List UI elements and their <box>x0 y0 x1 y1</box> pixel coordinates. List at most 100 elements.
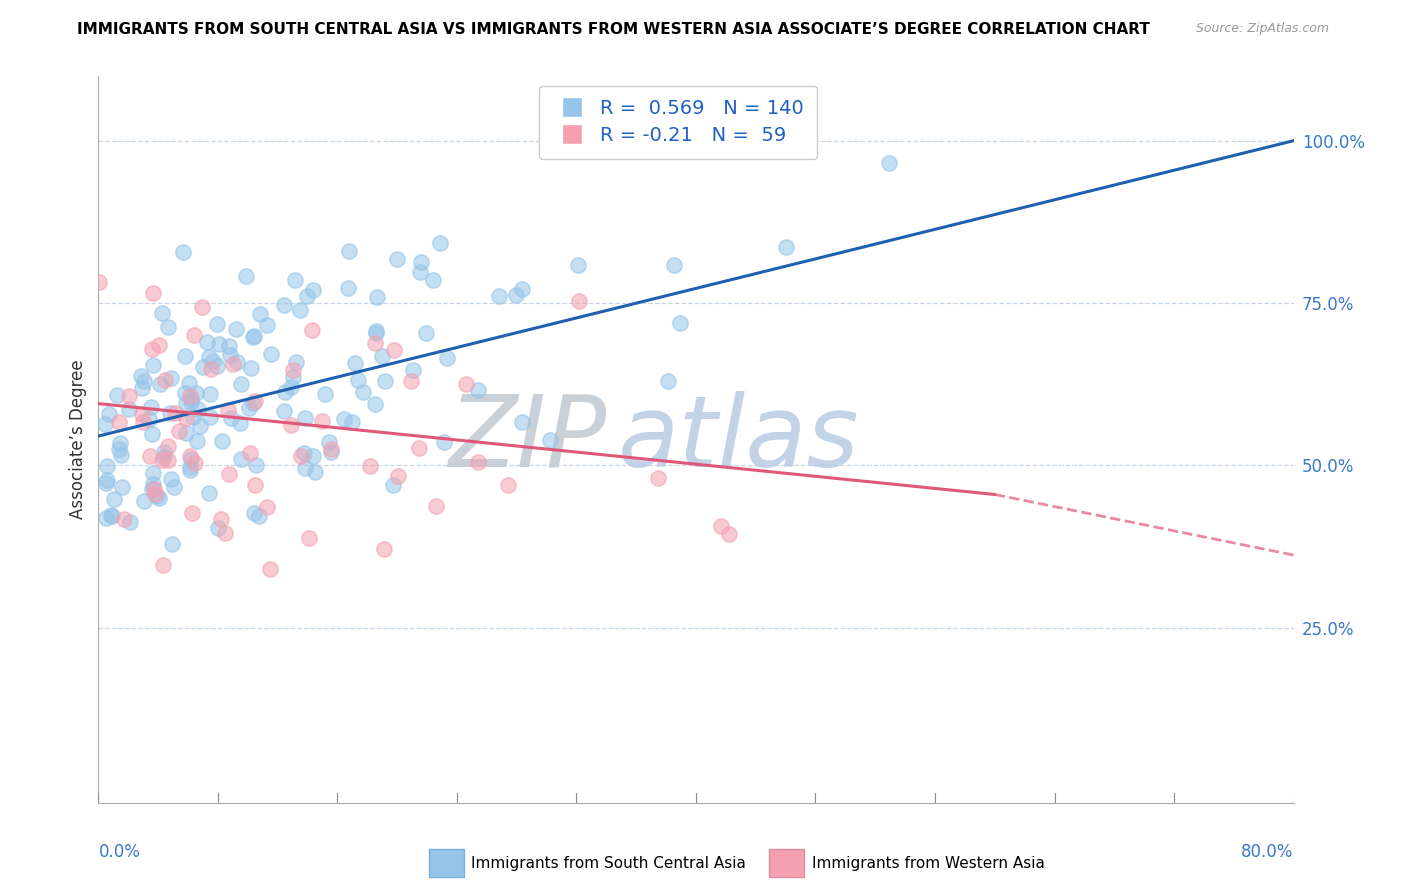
Point <box>183 456 205 470</box>
Point <box>488 289 510 303</box>
Point <box>568 294 591 309</box>
Point <box>401 375 423 389</box>
Point <box>319 445 342 459</box>
Point <box>294 446 316 460</box>
Point <box>311 414 333 428</box>
Point <box>256 318 278 332</box>
Point <box>148 338 170 352</box>
Point <box>97 407 120 421</box>
Point <box>877 156 900 170</box>
Point <box>129 368 152 383</box>
Point <box>359 458 381 473</box>
Point <box>205 317 228 331</box>
Point <box>180 392 202 406</box>
Point <box>200 362 222 376</box>
Point <box>229 416 252 430</box>
Point <box>174 396 197 410</box>
Point <box>93 417 115 431</box>
Point <box>131 381 153 395</box>
Point <box>179 389 201 403</box>
Point <box>387 469 409 483</box>
Point <box>208 337 231 351</box>
Point <box>433 435 456 450</box>
Point <box>179 460 201 475</box>
Point <box>201 353 224 368</box>
Text: Immigrants from Western Asia: Immigrants from Western Asia <box>811 855 1045 871</box>
Point <box>381 477 404 491</box>
Point <box>94 475 117 490</box>
Point <box>176 425 198 440</box>
Point <box>174 385 197 400</box>
Text: Immigrants from South Central Asia: Immigrants from South Central Asia <box>471 855 747 871</box>
Point <box>205 359 228 374</box>
Point <box>150 453 173 467</box>
Point <box>217 403 239 417</box>
Point <box>409 265 432 279</box>
Point <box>273 298 295 312</box>
Point <box>280 417 302 432</box>
Point <box>281 363 304 377</box>
Point <box>148 491 170 505</box>
Point <box>382 343 405 358</box>
Point <box>225 322 247 336</box>
Point <box>284 273 307 287</box>
Point <box>242 506 264 520</box>
Point <box>226 355 249 369</box>
Point <box>422 273 444 287</box>
Point <box>173 350 195 364</box>
Point <box>153 450 176 464</box>
Point <box>353 385 375 400</box>
Point <box>187 401 209 416</box>
Point <box>219 348 242 362</box>
Point <box>142 286 165 301</box>
Point <box>207 521 229 535</box>
Point <box>294 461 316 475</box>
Point <box>242 396 264 410</box>
Point <box>717 526 740 541</box>
Point <box>180 452 202 467</box>
Point <box>319 442 342 456</box>
Point <box>510 282 533 296</box>
Point <box>304 466 326 480</box>
Point <box>211 434 233 448</box>
Point <box>505 288 527 302</box>
Point <box>179 449 201 463</box>
Text: atlas: atlas <box>619 391 860 488</box>
Text: IMMIGRANTS FROM SOUTH CENTRAL ASIA VS IMMIGRANTS FROM WESTERN ASIA ASSOCIATE’S D: IMMIGRANTS FROM SOUTH CENTRAL ASIA VS IM… <box>77 22 1150 37</box>
Point <box>243 394 266 409</box>
Point <box>103 491 125 506</box>
Point <box>118 401 141 416</box>
Point <box>409 255 432 269</box>
Point <box>294 410 316 425</box>
Point <box>402 363 425 377</box>
Point <box>138 412 160 426</box>
Point <box>110 448 132 462</box>
Bar <box>429 849 464 877</box>
Point <box>260 347 283 361</box>
Point <box>318 434 340 449</box>
Point <box>280 380 302 394</box>
Point <box>218 467 240 481</box>
Point <box>373 541 395 556</box>
Point <box>163 406 186 420</box>
Point <box>96 458 118 473</box>
Point <box>180 506 202 520</box>
Point <box>281 369 304 384</box>
Point <box>288 303 311 318</box>
Point <box>209 512 232 526</box>
Point <box>112 512 135 526</box>
Point <box>238 401 260 416</box>
Point <box>195 335 218 350</box>
Point <box>156 319 179 334</box>
Point <box>160 371 183 385</box>
Point <box>191 300 214 314</box>
Text: ZIP: ZIP <box>449 391 606 488</box>
Point <box>273 404 295 418</box>
Point <box>118 389 141 403</box>
Point <box>510 415 533 429</box>
Point <box>149 377 172 392</box>
Point <box>647 471 669 485</box>
Point <box>131 407 153 421</box>
Point <box>214 526 236 541</box>
Point <box>141 483 163 497</box>
